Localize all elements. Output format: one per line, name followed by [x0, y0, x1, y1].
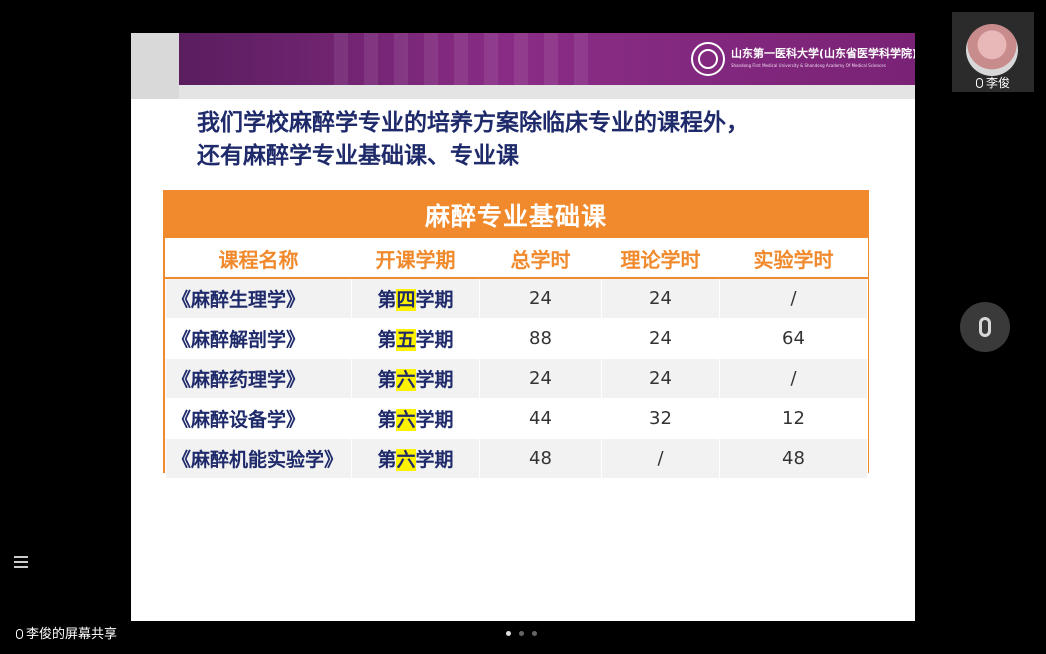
page-dot[interactable] — [506, 631, 511, 636]
list-menu-icon[interactable] — [10, 553, 28, 571]
headline-line-1: 我们学校麻醉学专业的培养方案除临床专业的课程外， — [197, 110, 749, 136]
column-header: 实验学时 — [719, 238, 868, 279]
theory-hours: 24 — [601, 358, 720, 399]
shared-slide: 山东第一医科大学(山东省医学科学院) Shandong First Medica… — [131, 33, 915, 621]
course-term: 第六学期 — [351, 438, 480, 479]
course-table: 麻醉专业基础课 课程名称 开课学期 总学时 理论学时 实验学时 《麻醉生理学》 … — [163, 190, 869, 479]
table-row: 《麻醉解剖学》 第五学期 88 24 64 — [165, 318, 868, 359]
logo-en-text: Shandong First Medical University & Shan… — [731, 63, 886, 68]
slide-banner — [179, 33, 915, 85]
total-hours: 48 — [479, 438, 602, 479]
column-header: 理论学时 — [601, 238, 720, 279]
course-term: 第六学期 — [351, 398, 480, 439]
microphone-button[interactable] — [960, 302, 1010, 352]
term-number: 五 — [396, 329, 416, 351]
course-name: 《麻醉生理学》 — [165, 277, 352, 319]
lab-hours: 48 — [719, 438, 868, 479]
microphone-icon — [975, 78, 983, 88]
banner-left-block — [131, 33, 179, 99]
page-indicator[interactable] — [506, 631, 537, 636]
table-row: 《麻醉生理学》 第四学期 24 24 / — [165, 277, 868, 319]
participant-label: 李俊 — [952, 74, 1034, 91]
term-suffix: 学期 — [415, 289, 454, 311]
course-name: 《麻醉药理学》 — [165, 358, 352, 399]
theory-hours: 24 — [601, 318, 720, 359]
term-prefix: 第 — [377, 369, 397, 391]
theory-hours: / — [601, 438, 720, 479]
lab-hours: / — [719, 277, 868, 319]
course-term: 第五学期 — [351, 318, 480, 359]
banner-gray-strip — [179, 85, 915, 99]
term-prefix: 第 — [377, 329, 397, 351]
table-title: 麻醉专业基础课 — [165, 192, 867, 238]
screen-share-label: 李俊的屏幕共享 — [16, 623, 117, 642]
term-suffix: 学期 — [415, 409, 454, 431]
course-table-grid: 课程名称 开课学期 总学时 理论学时 实验学时 《麻醉生理学》 第四学期 24 … — [165, 238, 868, 479]
university-seal-icon — [691, 42, 725, 76]
column-header: 课程名称 — [165, 238, 352, 279]
term-suffix: 学期 — [415, 449, 454, 471]
page-dot[interactable] — [519, 631, 524, 636]
lab-hours: 64 — [719, 318, 868, 359]
course-term: 第四学期 — [351, 277, 480, 319]
column-header: 开课学期 — [351, 238, 480, 279]
share-label-text: 李俊的屏幕共享 — [26, 627, 118, 642]
term-number: 六 — [396, 409, 416, 431]
avatar — [966, 24, 1018, 76]
table-header-row: 课程名称 开课学期 总学时 理论学时 实验学时 — [165, 238, 868, 279]
course-term: 第六学期 — [351, 358, 480, 399]
lab-hours: 12 — [719, 398, 868, 439]
microphone-icon — [979, 317, 991, 337]
term-number: 六 — [396, 449, 416, 471]
total-hours: 24 — [479, 277, 602, 319]
column-header: 总学时 — [479, 238, 602, 279]
microphone-icon — [16, 629, 23, 639]
lab-hours: / — [719, 358, 868, 399]
term-suffix: 学期 — [415, 369, 454, 391]
total-hours: 88 — [479, 318, 602, 359]
total-hours: 44 — [479, 398, 602, 439]
university-logo: 山东第一医科大学(山东省医学科学院) Shandong First Medica… — [731, 45, 915, 68]
total-hours: 24 — [479, 358, 602, 399]
theory-hours: 32 — [601, 398, 720, 439]
participant-name: 李俊 — [985, 76, 1010, 90]
logo-cn-text: 山东第一医科大学(山东省医学科学院) — [731, 47, 915, 60]
banner-stripes — [334, 33, 594, 85]
table-row: 《麻醉设备学》 第六学期 44 32 12 — [165, 398, 868, 439]
participant-video-tile[interactable]: 李俊 — [952, 12, 1034, 92]
headline-line-2: 还有麻醉学专业基础课、专业课 — [197, 143, 519, 169]
slide-headline: 我们学校麻醉学专业的培养方案除临床专业的课程外， 还有麻醉学专业基础课、专业课 — [197, 107, 877, 173]
term-prefix: 第 — [377, 449, 397, 471]
course-name: 《麻醉设备学》 — [165, 398, 352, 439]
table-row: 《麻醉药理学》 第六学期 24 24 / — [165, 358, 868, 399]
term-prefix: 第 — [377, 409, 397, 431]
course-name: 《麻醉解剖学》 — [165, 318, 352, 359]
term-number: 四 — [396, 289, 416, 311]
course-name: 《麻醉机能实验学》 — [165, 438, 352, 479]
term-prefix: 第 — [377, 289, 397, 311]
table-row: 《麻醉机能实验学》 第六学期 48 / 48 — [165, 438, 868, 479]
term-number: 六 — [396, 369, 416, 391]
theory-hours: 24 — [601, 277, 720, 319]
page-dot[interactable] — [532, 631, 537, 636]
term-suffix: 学期 — [415, 329, 454, 351]
